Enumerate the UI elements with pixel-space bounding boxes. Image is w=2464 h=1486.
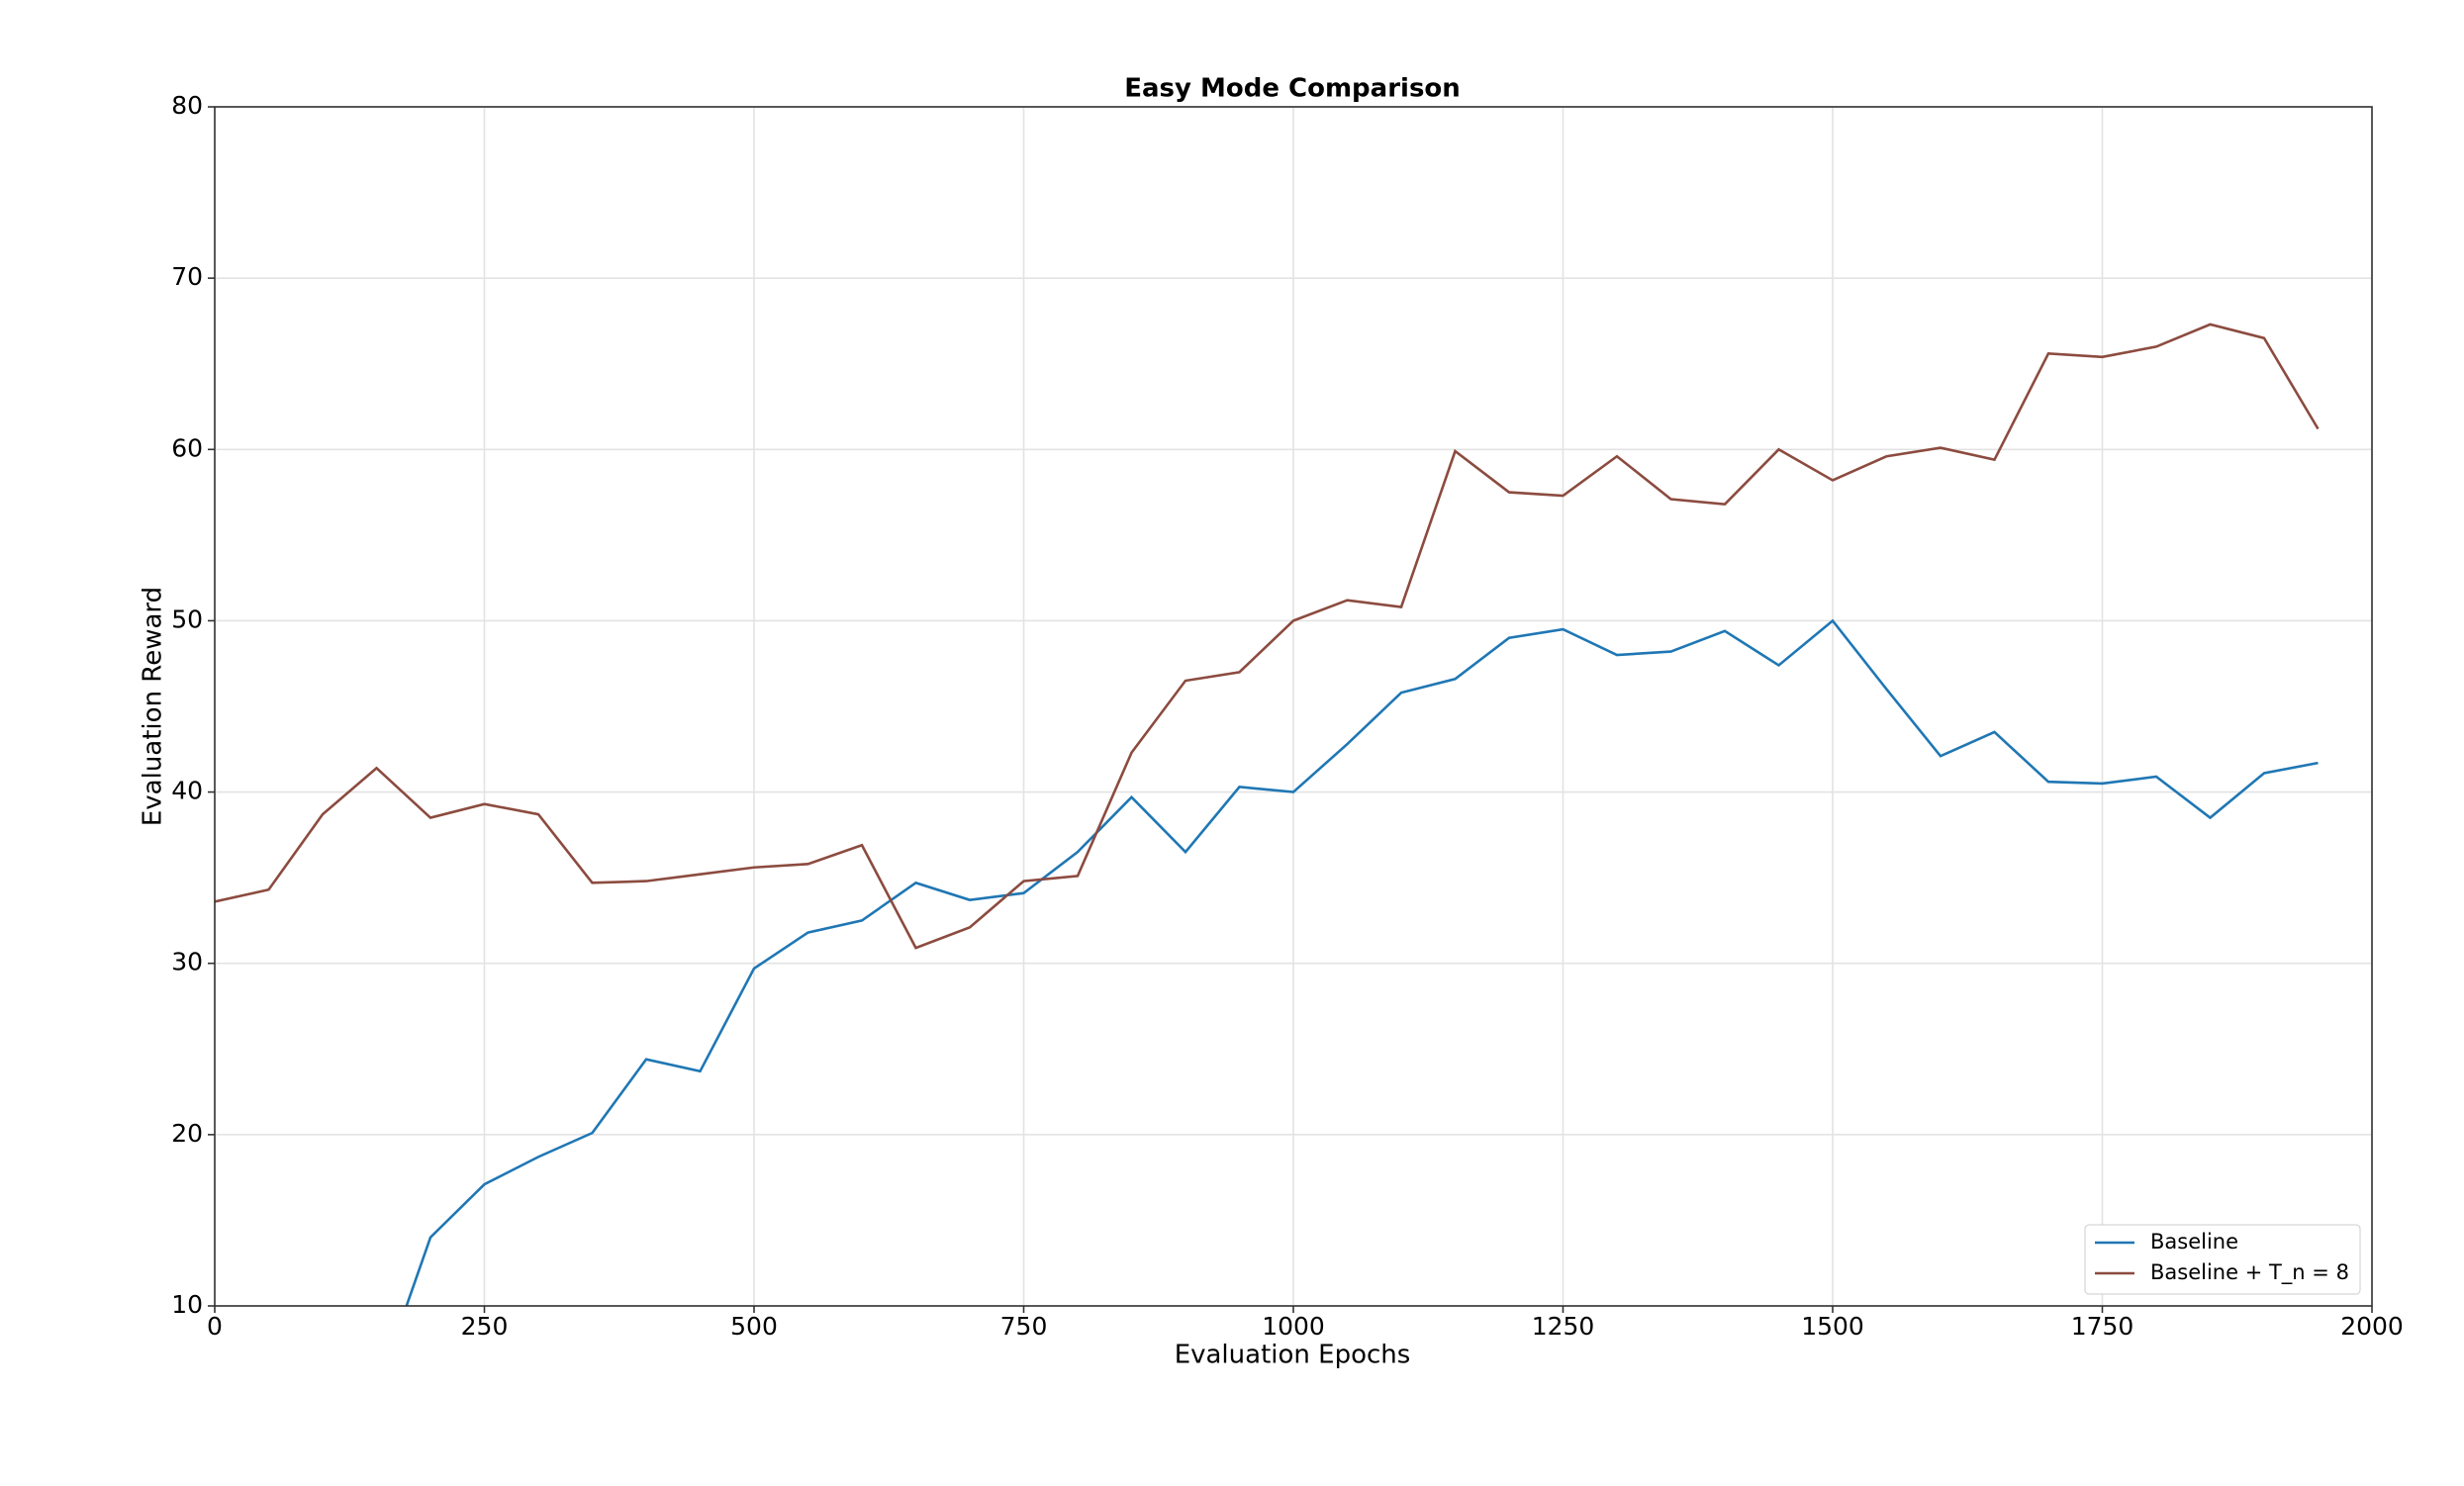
y-tick-label: 30 <box>171 948 203 976</box>
x-tick-label: 250 <box>461 1312 509 1341</box>
x-axis-label: Evaluation Epochs <box>1175 1341 1411 1370</box>
y-tick-label: 20 <box>171 1119 203 1148</box>
y-tick-label: 60 <box>171 433 203 462</box>
legend-box <box>2084 1224 2361 1295</box>
x-tick-label: 1000 <box>1262 1312 1325 1341</box>
y-axis-label: Evaluation Reward <box>139 587 168 826</box>
y-tick-label: 10 <box>171 1290 203 1319</box>
x-tick-label: 1250 <box>1532 1312 1595 1341</box>
series-line <box>405 618 2319 1306</box>
x-tick-label: 1750 <box>2071 1312 2134 1341</box>
y-tick-label: 80 <box>171 91 203 120</box>
legend-label: Baseline + T_n = 8 <box>2150 1260 2349 1285</box>
x-tick-label: 1500 <box>1801 1312 1864 1341</box>
x-tick-label: 500 <box>730 1312 778 1341</box>
y-tick-label: 70 <box>171 262 203 291</box>
x-tick-label: 0 <box>207 1312 223 1341</box>
plot-area <box>215 323 2320 1306</box>
x-tick-label: 750 <box>1000 1312 1048 1341</box>
y-tick-label: 50 <box>171 604 203 633</box>
grid <box>214 106 2373 1307</box>
y-tick-label: 40 <box>171 777 203 805</box>
chart-title: Easy Mode Comparison <box>1124 74 1461 104</box>
ticks: 0 250 500 750 1000 1250 1500 1750 2000 10 20 30 40 50… <box>171 91 2404 1341</box>
legend-label: Baseline <box>2150 1230 2238 1254</box>
legend: Baseline Baseline + T_n = 8 <box>2084 1224 2361 1295</box>
series-line <box>215 323 2320 950</box>
x-tick-label: 2000 <box>2340 1312 2404 1341</box>
